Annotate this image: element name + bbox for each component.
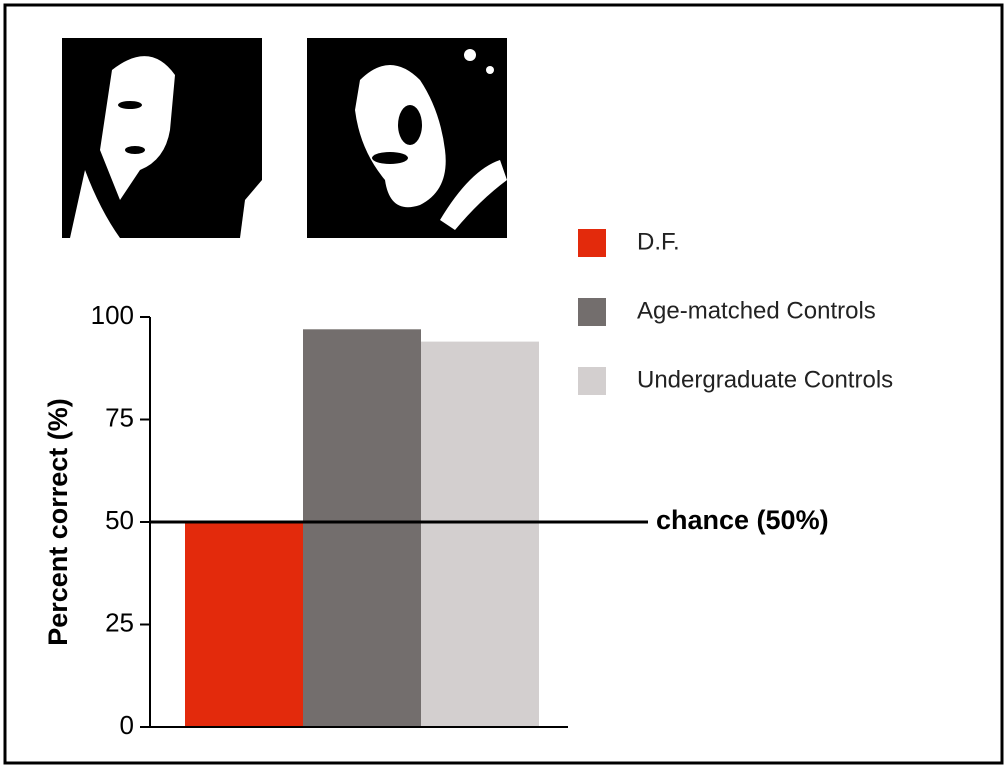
y-tick-label: 100 [91,300,134,330]
legend-label: Undergraduate Controls [637,366,893,393]
y-tick-label: 50 [105,505,134,535]
legend-label: Age-matched Controls [637,297,876,324]
face-image-2 [307,38,507,238]
legend-swatch [578,229,606,257]
legend-swatch [578,298,606,326]
face-image-1 [62,38,262,238]
chance-label: chance (50%) [656,505,829,535]
legend-label: D.F. [637,228,680,255]
y-tick-label: 75 [105,402,134,432]
y-tick-label: 25 [105,607,134,637]
bar [303,329,421,727]
y-axis-label: Percent correct (%) [43,398,73,646]
bar [185,522,303,727]
legend-swatch [578,367,606,395]
bar [421,341,539,727]
y-tick-label: 0 [120,710,134,740]
